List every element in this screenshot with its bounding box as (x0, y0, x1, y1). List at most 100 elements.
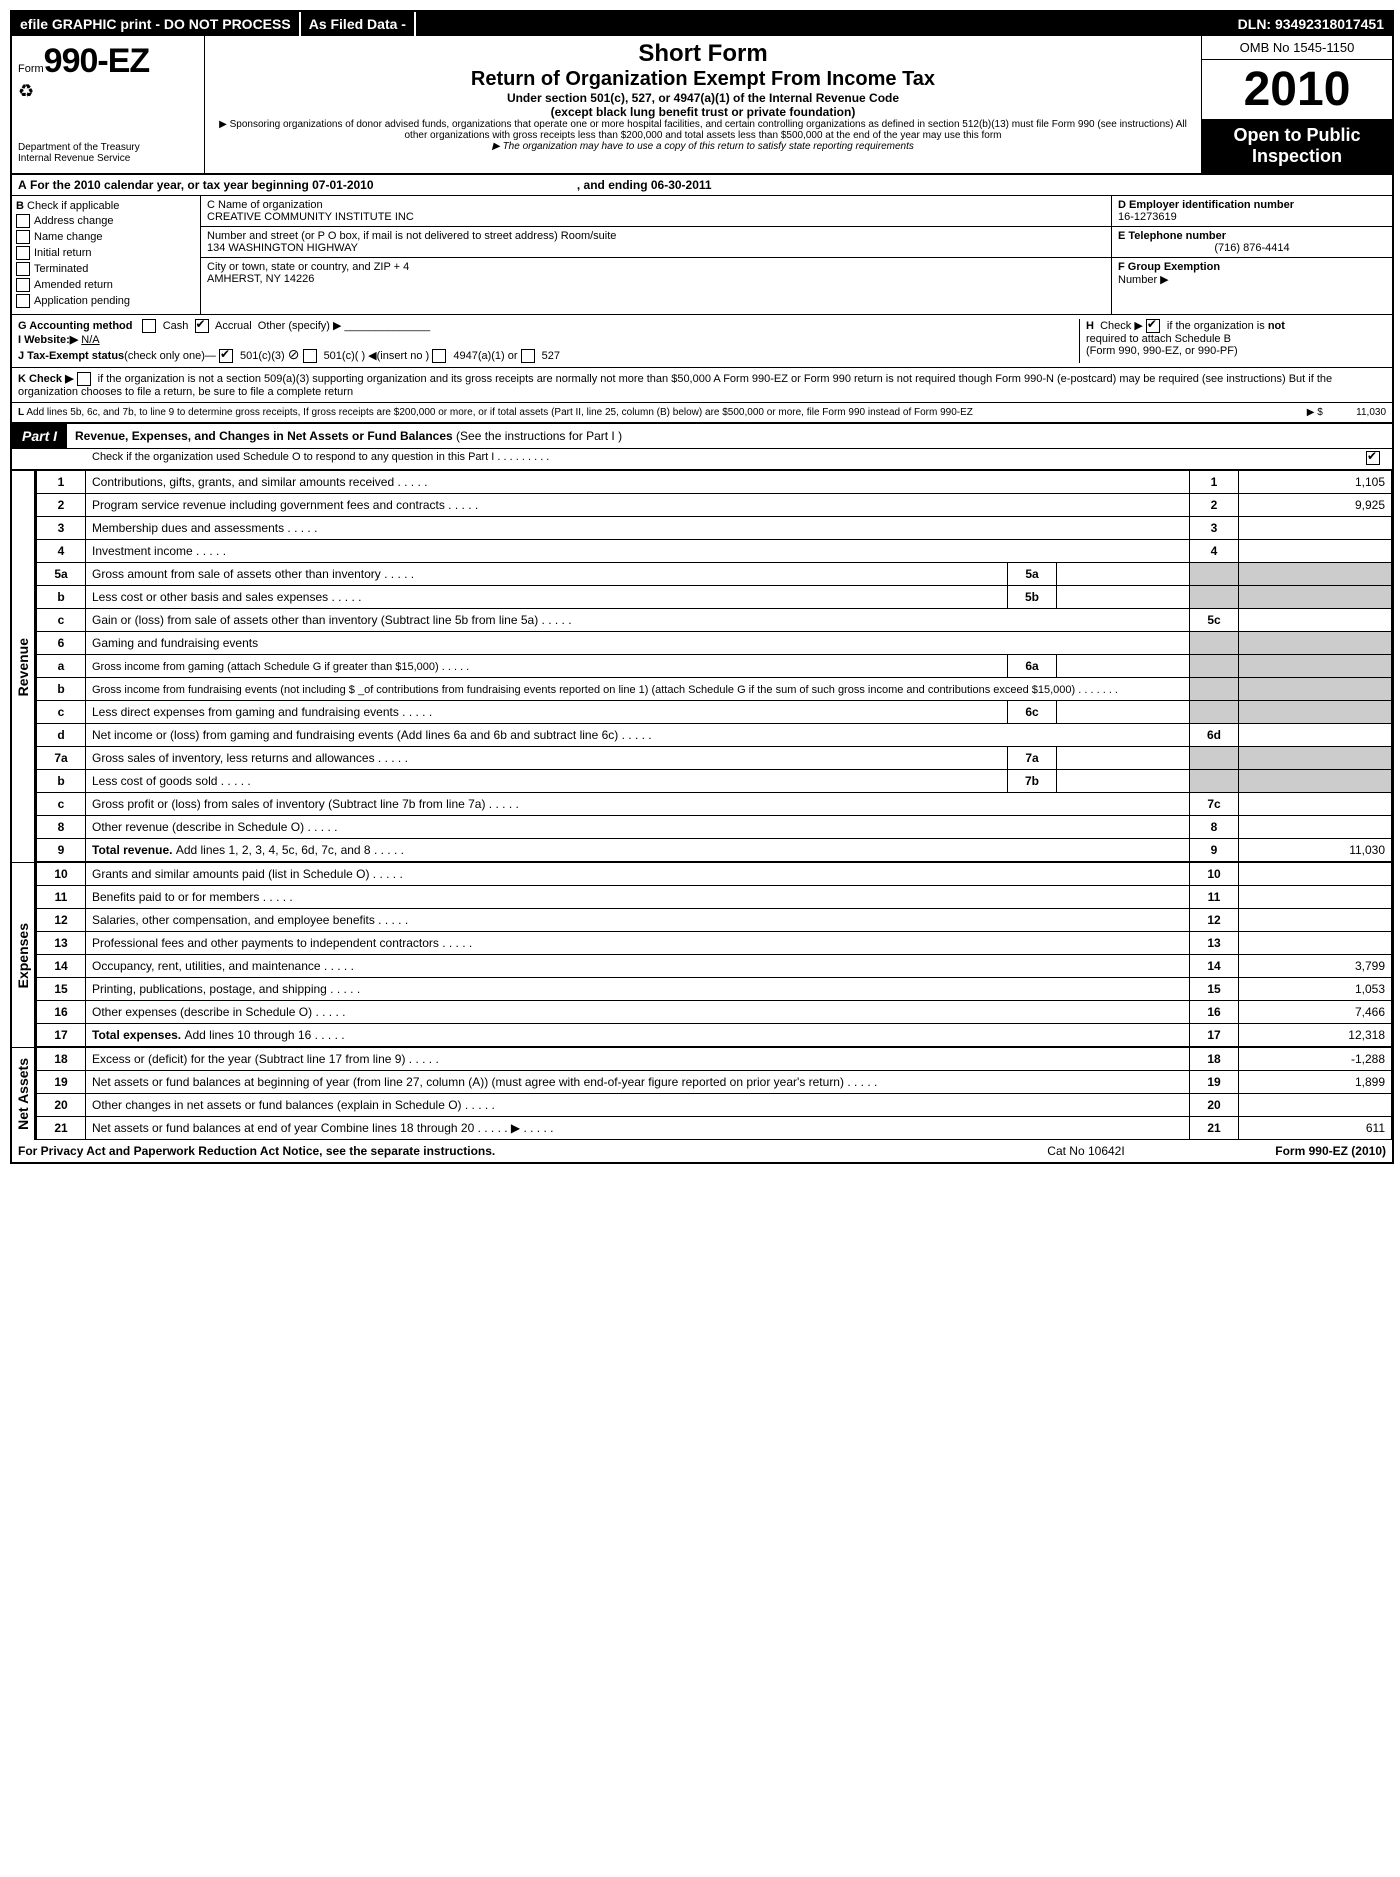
cb-501c3[interactable] (219, 349, 233, 363)
line-desc: Salaries, other compensation, and employ… (86, 909, 1190, 932)
shaded-val (1239, 770, 1392, 793)
subtitle-2: (except black lung benefit trust or priv… (211, 105, 1195, 119)
i-label: I Website:▶ (18, 334, 78, 346)
cb-cash[interactable] (142, 319, 156, 333)
line-desc: Less cost of goods sold . . . . . (86, 770, 1008, 793)
part1-title: Revenue, Expenses, and Changes in Net As… (67, 425, 1392, 447)
line-desc: Gross income from fundraising events (no… (86, 678, 1190, 701)
asfiled-label: As Filed Data - (301, 12, 416, 36)
line-value (1239, 816, 1392, 839)
expenses-table: 10Grants and similar amounts paid (list … (36, 862, 1392, 1047)
footer-mid: Cat No 10642I (986, 1144, 1186, 1158)
right-line-number: 16 (1190, 1001, 1239, 1024)
table-row: 19Net assets or fund balances at beginni… (37, 1071, 1392, 1094)
col-c: C Name of organization CREATIVE COMMUNIT… (201, 196, 1112, 314)
line-number: 13 (37, 932, 86, 955)
section-b-heading: Check if applicable (27, 200, 119, 212)
right-line-number: 6d (1190, 724, 1239, 747)
netassets-side-label: Net Assets (12, 1047, 36, 1140)
l-value: 11,030 (1356, 407, 1386, 418)
right-line-number: 2 (1190, 494, 1239, 517)
cb-schedule-o[interactable] (1366, 451, 1380, 465)
efile-label: efile GRAPHIC print - DO NOT PROCESS (12, 12, 301, 36)
line-desc: Other changes in net assets or fund bala… (86, 1094, 1190, 1117)
table-row: 10Grants and similar amounts paid (list … (37, 863, 1392, 886)
line-number: c (37, 609, 86, 632)
recycle-icon: ♻ (18, 81, 198, 102)
right-line-number: 5c (1190, 609, 1239, 632)
line-value (1239, 609, 1392, 632)
l-label: L (18, 407, 24, 418)
mid-line-value (1057, 701, 1190, 724)
shaded-num (1190, 586, 1239, 609)
cb-h[interactable] (1146, 319, 1160, 333)
expenses-side-label: Expenses (12, 862, 36, 1047)
cb-name-change[interactable]: Name change (16, 230, 196, 244)
open-line2: Inspection (1208, 146, 1386, 167)
line-k: K Check ▶ if the organization is not a s… (12, 368, 1392, 403)
city-value: AMHERST, NY 14226 (207, 273, 1105, 285)
right-line-number: 3 (1190, 517, 1239, 540)
dln-label: DLN: 93492318017451 (1230, 12, 1392, 36)
cb-terminated[interactable]: Terminated (16, 262, 196, 276)
cb-amended-return[interactable]: Amended return (16, 278, 196, 292)
c-value: CREATIVE COMMUNITY INSTITUTE INC (207, 211, 1105, 223)
cb-501c[interactable] (303, 349, 317, 363)
line-value (1239, 724, 1392, 747)
line-value: 11,030 (1239, 839, 1392, 862)
cb-accrual[interactable] (195, 319, 209, 333)
shaded-num (1190, 701, 1239, 724)
note-1: ▶ Sponsoring organizations of donor advi… (211, 119, 1195, 141)
shaded-num (1190, 655, 1239, 678)
cb-527[interactable] (521, 349, 535, 363)
cb-k[interactable] (77, 372, 91, 386)
cb-4947[interactable] (432, 349, 446, 363)
line-number: b (37, 770, 86, 793)
section-bcdef: B Check if applicable Address change Nam… (12, 196, 1392, 315)
right-line-number: 13 (1190, 932, 1239, 955)
line-desc: Gross income from gaming (attach Schedul… (86, 655, 1008, 678)
header-row: Form990-EZ ♻ Department of the Treasury … (12, 36, 1392, 175)
right-line-number: 4 (1190, 540, 1239, 563)
d-label: D Employer identification number (1118, 199, 1386, 211)
shaded-num (1190, 563, 1239, 586)
table-row: 16Other expenses (describe in Schedule O… (37, 1001, 1392, 1024)
line-value (1239, 1094, 1392, 1117)
cb-application-pending[interactable]: Application pending (16, 294, 196, 308)
line-number: 1 (37, 471, 86, 494)
table-row: 3Membership dues and assessments . . . .… (37, 517, 1392, 540)
mid-line-number: 5b (1008, 586, 1057, 609)
line-number: 9 (37, 839, 86, 862)
header-center: Short Form Return of Organization Exempt… (205, 36, 1201, 173)
table-row: cLess direct expenses from gaming and fu… (37, 701, 1392, 724)
cb-initial-return[interactable]: Initial return (16, 246, 196, 260)
cb-address-change[interactable]: Address change (16, 214, 196, 228)
right-line-number: 1 (1190, 471, 1239, 494)
j-label: J Tax-Exempt status (18, 350, 124, 362)
line-number: 17 (37, 1024, 86, 1047)
line-value: 1,899 (1239, 1071, 1392, 1094)
street-value: 134 WASHINGTON HIGHWAY (207, 242, 1105, 254)
table-row: cGain or (loss) from sale of assets othe… (37, 609, 1392, 632)
line-desc: Professional fees and other payments to … (86, 932, 1190, 955)
shaded-val (1239, 655, 1392, 678)
table-row: cGross profit or (loss) from sales of in… (37, 793, 1392, 816)
right-line-number: 11 (1190, 886, 1239, 909)
i-value: N/A (81, 334, 99, 346)
line-desc: Gross amount from sale of assets other t… (86, 563, 1008, 586)
line-desc: Occupancy, rent, utilities, and maintena… (86, 955, 1190, 978)
e-value: (716) 876-4414 (1118, 242, 1386, 254)
table-row: bGross income from fundraising events (n… (37, 678, 1392, 701)
right-line-number: 21 (1190, 1117, 1239, 1140)
line-number: 21 (37, 1117, 86, 1140)
mid-line-number: 6a (1008, 655, 1057, 678)
dept-treasury: Department of the Treasury (18, 142, 198, 153)
form-990ez: efile GRAPHIC print - DO NOT PROCESS As … (10, 10, 1394, 1164)
line-number: 4 (37, 540, 86, 563)
line-desc: Other expenses (describe in Schedule O) … (86, 1001, 1190, 1024)
line-number: 18 (37, 1048, 86, 1071)
dept-irs: Internal Revenue Service (18, 153, 198, 164)
table-row: 1Contributions, gifts, grants, and simil… (37, 471, 1392, 494)
mid-line-number: 6c (1008, 701, 1057, 724)
mid-line-value (1057, 747, 1190, 770)
